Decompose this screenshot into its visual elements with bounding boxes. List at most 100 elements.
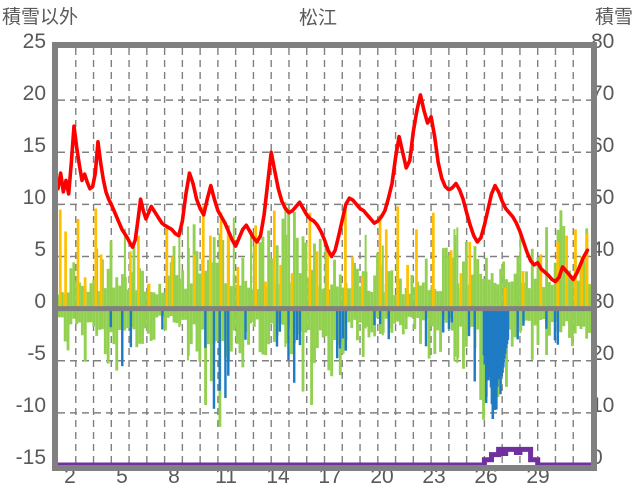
green-bar — [530, 248, 534, 360]
green-bar — [235, 284, 239, 344]
green-bar — [189, 283, 193, 345]
green-bar — [272, 282, 276, 342]
green-bar — [313, 243, 316, 364]
green-bar — [310, 269, 314, 406]
blue-bar — [244, 310, 247, 340]
orange-bar — [539, 254, 543, 311]
green-bar — [252, 246, 256, 327]
green-bar — [241, 257, 245, 368]
green-bar — [121, 274, 124, 331]
green-bar — [513, 273, 517, 338]
left-ytick-5: 5 — [34, 238, 46, 261]
orange-bar — [449, 250, 453, 311]
orange-bar — [585, 233, 589, 311]
green-bar — [287, 207, 291, 327]
green-bar — [401, 294, 405, 335]
orange-bar — [201, 206, 205, 311]
green-bar — [63, 293, 67, 342]
green-bar — [212, 237, 216, 344]
green-bar — [215, 262, 219, 342]
green-bar — [519, 231, 522, 334]
green-bar — [419, 285, 422, 344]
blue-bar — [556, 310, 560, 345]
temperature-line — [58, 93, 590, 284]
orange-bar — [406, 264, 409, 311]
green-bar — [184, 288, 187, 320]
green-bar — [542, 287, 546, 320]
green-bar — [221, 240, 225, 342]
green-bar — [562, 225, 566, 327]
blue-bar — [473, 310, 476, 382]
green-bar — [390, 270, 394, 333]
green-bar — [570, 276, 574, 347]
green-bar — [399, 278, 402, 326]
green-bar — [267, 230, 271, 345]
green-bar — [370, 291, 374, 333]
xtick-17: 17 — [318, 465, 342, 488]
orange-bar — [193, 254, 196, 311]
green-bar — [387, 271, 391, 329]
green-bar — [178, 234, 181, 328]
green-bar — [424, 258, 428, 319]
green-bar — [327, 289, 331, 371]
blue-bar — [335, 310, 339, 359]
orange-bar — [64, 231, 67, 311]
orange-bar — [129, 251, 132, 311]
green-bar — [275, 245, 279, 336]
green-bar — [72, 262, 76, 319]
green-bar — [525, 271, 528, 321]
orange-bar — [315, 251, 319, 311]
green-bar — [232, 217, 235, 331]
green-bar — [507, 282, 511, 330]
green-bar — [60, 292, 64, 318]
green-bar — [470, 274, 474, 327]
orange-bar — [290, 273, 294, 311]
blue-bar — [287, 310, 290, 361]
right-ytick-50: 50 — [591, 186, 615, 209]
orange-bar — [226, 231, 230, 311]
xtick-5: 5 — [116, 465, 128, 488]
green-bar — [238, 285, 242, 354]
green-bar — [123, 228, 126, 331]
green-bar — [550, 284, 554, 323]
green-bar — [330, 284, 334, 377]
blue-bar — [109, 310, 113, 328]
blue-bar — [121, 310, 124, 367]
right-ytick-0: 0 — [591, 447, 636, 468]
blue-bar — [278, 310, 282, 332]
orange-bar — [308, 212, 312, 311]
blue-bar — [447, 310, 451, 330]
orange-bar — [415, 229, 418, 311]
left-ytick-20: 20 — [22, 82, 46, 105]
orange-bar — [580, 256, 584, 311]
blue-bar — [424, 310, 428, 347]
blue-bar — [522, 310, 525, 326]
green-bar — [292, 212, 296, 344]
green-bar — [473, 246, 477, 349]
green-bar — [249, 229, 253, 324]
green-bar — [161, 292, 165, 317]
green-bar — [427, 290, 431, 359]
green-bar — [479, 273, 483, 400]
left-ytick-m10: -10 — [15, 394, 46, 417]
blue-bar — [275, 310, 279, 347]
chart-title: 松江 — [298, 8, 337, 29]
green-bar — [444, 247, 448, 323]
green-bar — [152, 292, 156, 340]
green-bar — [198, 273, 202, 362]
green-bar — [582, 260, 586, 327]
orange-bar — [219, 212, 223, 311]
orange-bar — [94, 208, 98, 311]
orange-bar — [360, 275, 364, 311]
green-bar — [367, 290, 371, 338]
blue-bar — [387, 310, 390, 340]
green-bar — [502, 261, 506, 336]
blue-bar — [450, 310, 454, 323]
green-bar — [381, 245, 384, 336]
xtick-26: 26 — [474, 465, 498, 488]
green-bar — [456, 227, 459, 363]
blue-bar — [295, 310, 299, 341]
green-bar — [135, 290, 139, 348]
green-bar — [324, 242, 328, 337]
right-ytick-10: 10 — [591, 394, 615, 417]
